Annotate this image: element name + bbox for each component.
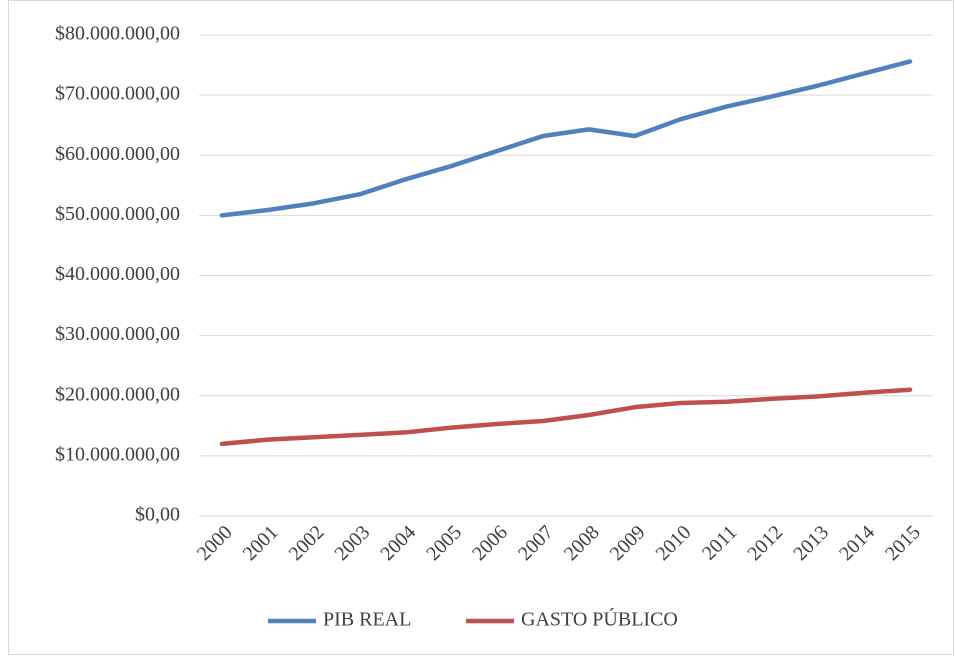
y-tick-label: $40.000.000,00 [55,263,180,285]
y-tick-label: $70.000.000,00 [55,83,180,105]
y-tick-label: $30.000.000,00 [55,323,180,345]
y-tick-label: $50.000.000,00 [55,203,180,225]
legend-label: PIB REAL [323,609,411,631]
chart-border [8,0,954,655]
y-tick-label: $60.000.000,00 [55,143,180,165]
y-tick-label: $10.000.000,00 [55,443,180,465]
series-line [219,59,913,218]
legend-label: GASTO PÚBLICO [521,607,678,631]
y-tick-label: $0,00 [135,504,180,526]
y-tick-label: $80.000.000,00 [55,23,180,45]
series-line [219,387,913,447]
y-tick-label: $20.000.000,00 [55,383,180,405]
